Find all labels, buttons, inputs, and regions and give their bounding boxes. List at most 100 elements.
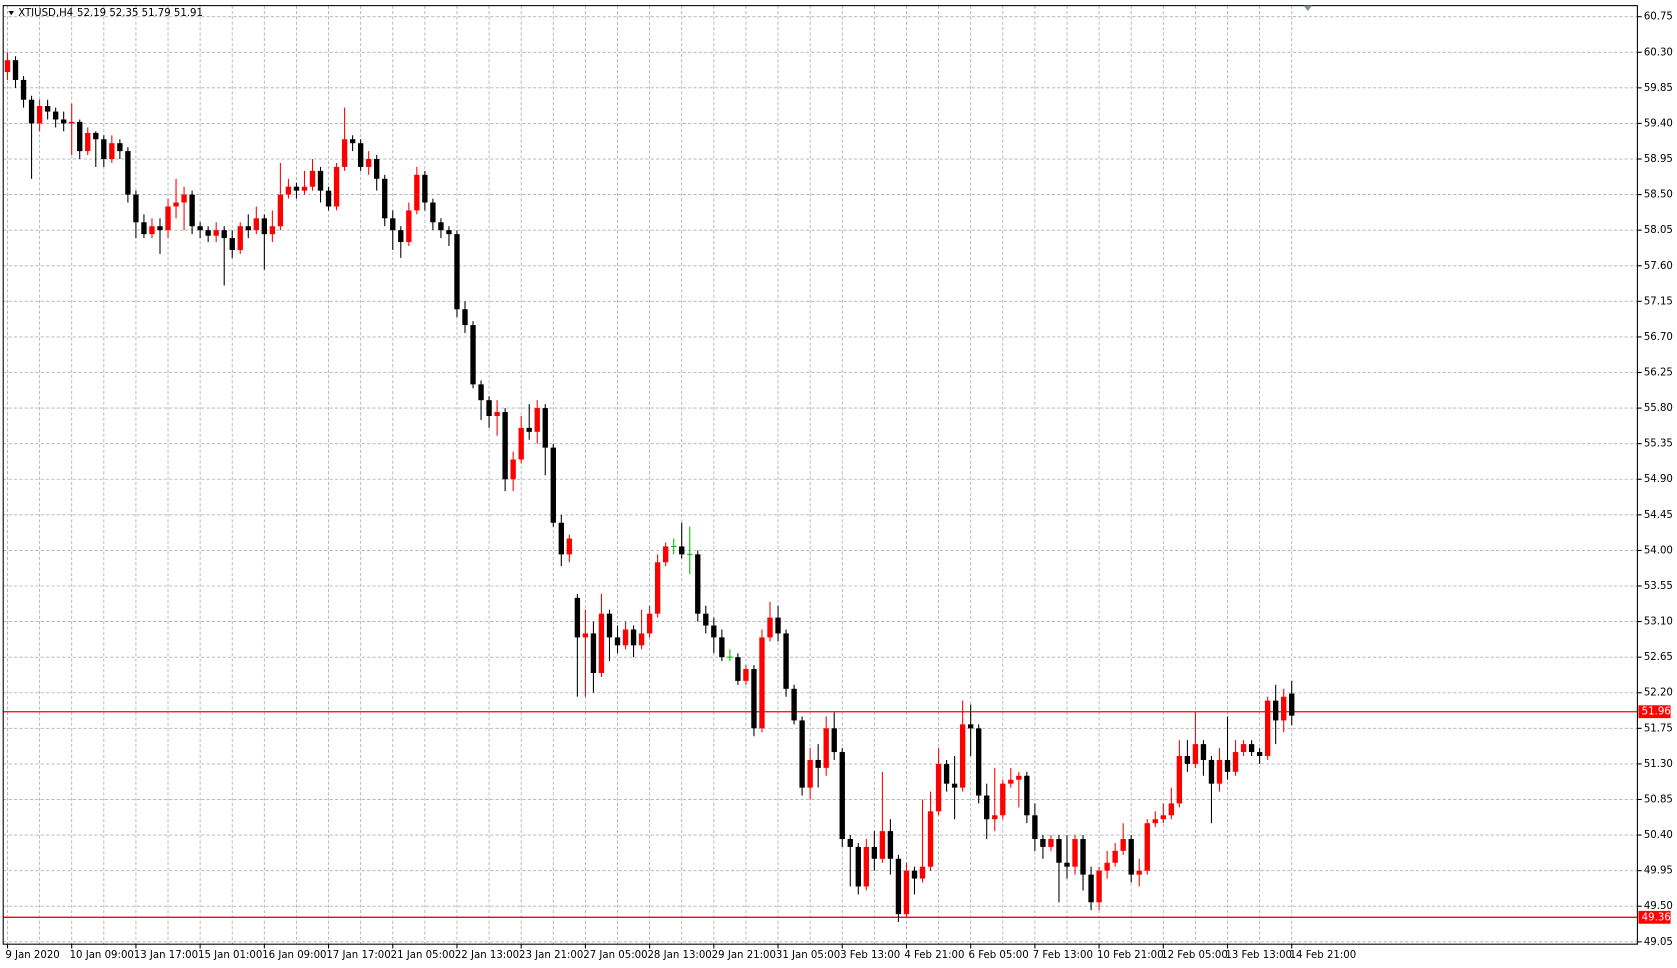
candle-body (213, 230, 219, 236)
y-tick-label: 53.55 (1644, 581, 1673, 592)
y-tick-label: 49.95 (1644, 866, 1673, 877)
candle-body (229, 238, 235, 250)
x-tick-label: 10 Feb 21:00 (1097, 950, 1164, 961)
candle-body (526, 427, 532, 432)
candle-body (1216, 759, 1223, 784)
y-tick-label: 55.80 (1644, 403, 1673, 414)
candle-body (382, 178, 388, 219)
candle-body (349, 139, 356, 144)
candle-body (1176, 755, 1183, 804)
candle-body (301, 186, 308, 191)
candle-body (502, 412, 508, 480)
candle-body (205, 230, 211, 236)
candle-body (422, 174, 428, 203)
candle-body (1048, 839, 1054, 847)
candle-body (1040, 839, 1046, 847)
candle-body (566, 538, 573, 555)
candle-body (85, 132, 91, 152)
candle-body (879, 831, 886, 859)
candle-body (1152, 819, 1158, 824)
y-tick-label: 57.15 (1644, 296, 1673, 307)
candle-body (638, 633, 645, 646)
candle-body (1056, 839, 1062, 863)
candle-body (44, 106, 51, 112)
candle-body (12, 60, 19, 80)
y-tick-label: 54.00 (1644, 545, 1673, 556)
candle-body (253, 218, 259, 231)
x-tick-label: 21 Jan 05:00 (391, 950, 455, 961)
candle-body (534, 408, 540, 432)
candle-body (1088, 874, 1094, 903)
candle-body (614, 637, 621, 646)
candle-body (735, 657, 741, 681)
candle-body (606, 613, 613, 638)
x-tick-label: 12 Feb 05:00 (1161, 950, 1228, 961)
candle-body (398, 230, 404, 243)
y-tick-label: 58.50 (1644, 190, 1673, 201)
candle-body (903, 870, 910, 915)
candle-body (438, 222, 444, 231)
candle-body (277, 194, 284, 227)
x-tick-label: 13 Feb 13:00 (1225, 950, 1292, 961)
candle-body (221, 230, 227, 239)
candle-body (558, 522, 564, 555)
candle-body (1289, 693, 1295, 716)
candle-body (1024, 775, 1030, 816)
candle-body (895, 858, 902, 915)
candle-body (703, 613, 709, 626)
x-axis: 9 Jan 2020 10 Jan 09:00 13 Jan 17:00 15 Jan… (5, 944, 1356, 961)
candle-body (4, 60, 11, 73)
candle-body (791, 688, 797, 721)
candle-body (197, 226, 203, 231)
candle-body (943, 763, 950, 784)
candle-body (1160, 815, 1166, 820)
candle-body (1200, 744, 1207, 760)
candle-body (245, 226, 251, 231)
y-tick-label: 56.25 (1644, 368, 1673, 379)
candle-body (654, 562, 661, 614)
x-tick-label: 23 Jan 21:00 (519, 950, 583, 961)
candle-body (1072, 839, 1078, 867)
candle-body (767, 617, 773, 638)
candle-body (28, 99, 35, 124)
candle-body (823, 728, 829, 768)
candle-body (1232, 752, 1239, 772)
y-tick-label: 60.75 (1644, 12, 1673, 23)
candle-body (157, 226, 163, 231)
candle-body (863, 846, 870, 887)
candle-body (855, 846, 861, 887)
candle-body (518, 427, 524, 460)
candle-body (1184, 755, 1191, 764)
candle-body (149, 226, 155, 235)
candle-body (911, 870, 918, 879)
candle-body (285, 186, 292, 195)
ohlc-header: 52.19 52.35 51.79 51.91 (77, 8, 203, 19)
y-axis: 60.75 60.30 59.85 59.40 58.95 58.50 58.05 57.60… (1637, 12, 1673, 948)
candle-body (759, 637, 765, 729)
x-tick-label: 16 Jan 09:00 (262, 950, 326, 961)
plot-frame (2, 5, 1638, 945)
candle-body (1064, 862, 1070, 867)
ohlc-low: 51.79 (142, 8, 171, 19)
candle-body (237, 226, 243, 250)
y-tick-label: 58.95 (1644, 154, 1673, 165)
ohlc-high: 52.35 (109, 8, 138, 19)
candle-body (93, 132, 99, 140)
candle-body (341, 139, 348, 167)
candle-body (1112, 850, 1118, 863)
candle-body (992, 815, 998, 820)
y-tick-label: 49.50 (1644, 901, 1673, 912)
x-tick-label: 31 Jan 05:00 (776, 950, 840, 961)
candles (3, 52, 1638, 923)
y-tick-label: 50.85 (1644, 794, 1673, 805)
candle-body (831, 728, 837, 753)
candle-body (454, 234, 460, 310)
x-tick-label: 17 Jan 17:00 (326, 950, 390, 961)
candle-body (887, 831, 894, 859)
x-tick-label: 28 Jan 13:00 (647, 950, 711, 961)
candle-body (1104, 862, 1110, 871)
candle-body (269, 226, 276, 235)
candle-body (799, 720, 805, 788)
y-tick-label: 55.35 (1644, 439, 1673, 450)
